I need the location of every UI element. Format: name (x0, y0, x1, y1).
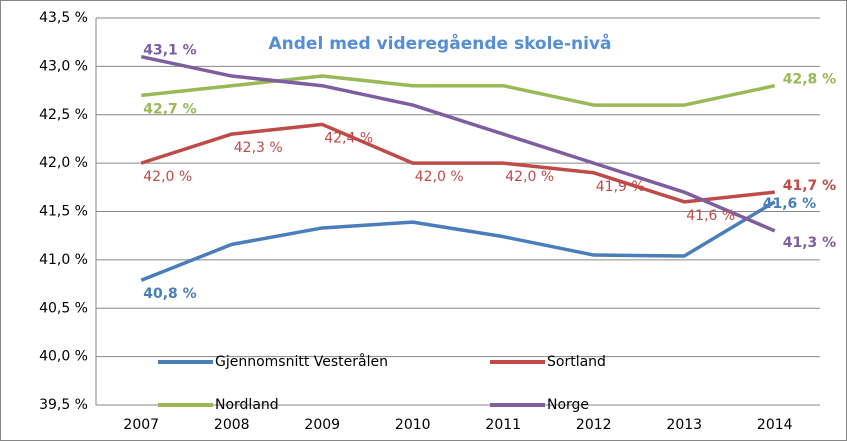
x-tick-label: 2008 (214, 417, 250, 433)
series-line (140, 200, 776, 282)
data-label: 42,0 % (505, 169, 554, 185)
legend-label: Sortland (547, 354, 606, 370)
data-label: 43,1 % (143, 43, 196, 59)
data-label: 42,8 % (783, 72, 836, 88)
series-line (140, 122, 775, 204)
y-tick-label: 40,0 % (39, 349, 88, 365)
data-label: 41,9 % (596, 179, 645, 195)
series-line (140, 54, 776, 233)
legend-label: Norge (547, 397, 589, 413)
x-tick-label: 2014 (757, 417, 793, 433)
data-label: 41,6 % (686, 208, 735, 224)
y-tick-label: 43,0 % (39, 58, 88, 74)
y-tick-label: 40,5 % (39, 300, 88, 316)
y-tick-label: 41,5 % (39, 204, 88, 220)
data-label: 41,6 % (763, 196, 816, 212)
y-tick-label: 42,0 % (39, 155, 88, 171)
x-tick-label: 2007 (123, 417, 159, 433)
x-tick-label: 2010 (395, 417, 431, 433)
legend-label: Nordland (215, 397, 279, 413)
y-tick-label: 39,5 % (39, 397, 88, 413)
data-label: 41,7 % (783, 178, 836, 194)
data-label: 42,7 % (143, 101, 196, 117)
y-tick-label: 42,5 % (39, 107, 88, 123)
data-label: 42,0 % (143, 169, 192, 185)
data-label: 42,0 % (415, 169, 464, 185)
data-label: 41,3 % (783, 235, 836, 251)
x-tick-label: 2012 (576, 417, 612, 433)
data-label: 40,8 % (143, 286, 196, 302)
data-label: 42,3 % (234, 140, 283, 156)
y-tick-label: 41,0 % (39, 252, 88, 268)
x-tick-label: 2011 (485, 417, 521, 433)
chart-title: Andel med videregående skole-nivå (269, 32, 612, 54)
x-tick-label: 2013 (666, 417, 702, 433)
data-label: 42,4 % (324, 130, 373, 146)
series-line (141, 74, 776, 107)
legend-label: Gjennomsnitt Vesterålen (215, 353, 388, 370)
y-tick-label: 43,5 % (39, 10, 88, 26)
x-tick-label: 2009 (304, 417, 340, 433)
